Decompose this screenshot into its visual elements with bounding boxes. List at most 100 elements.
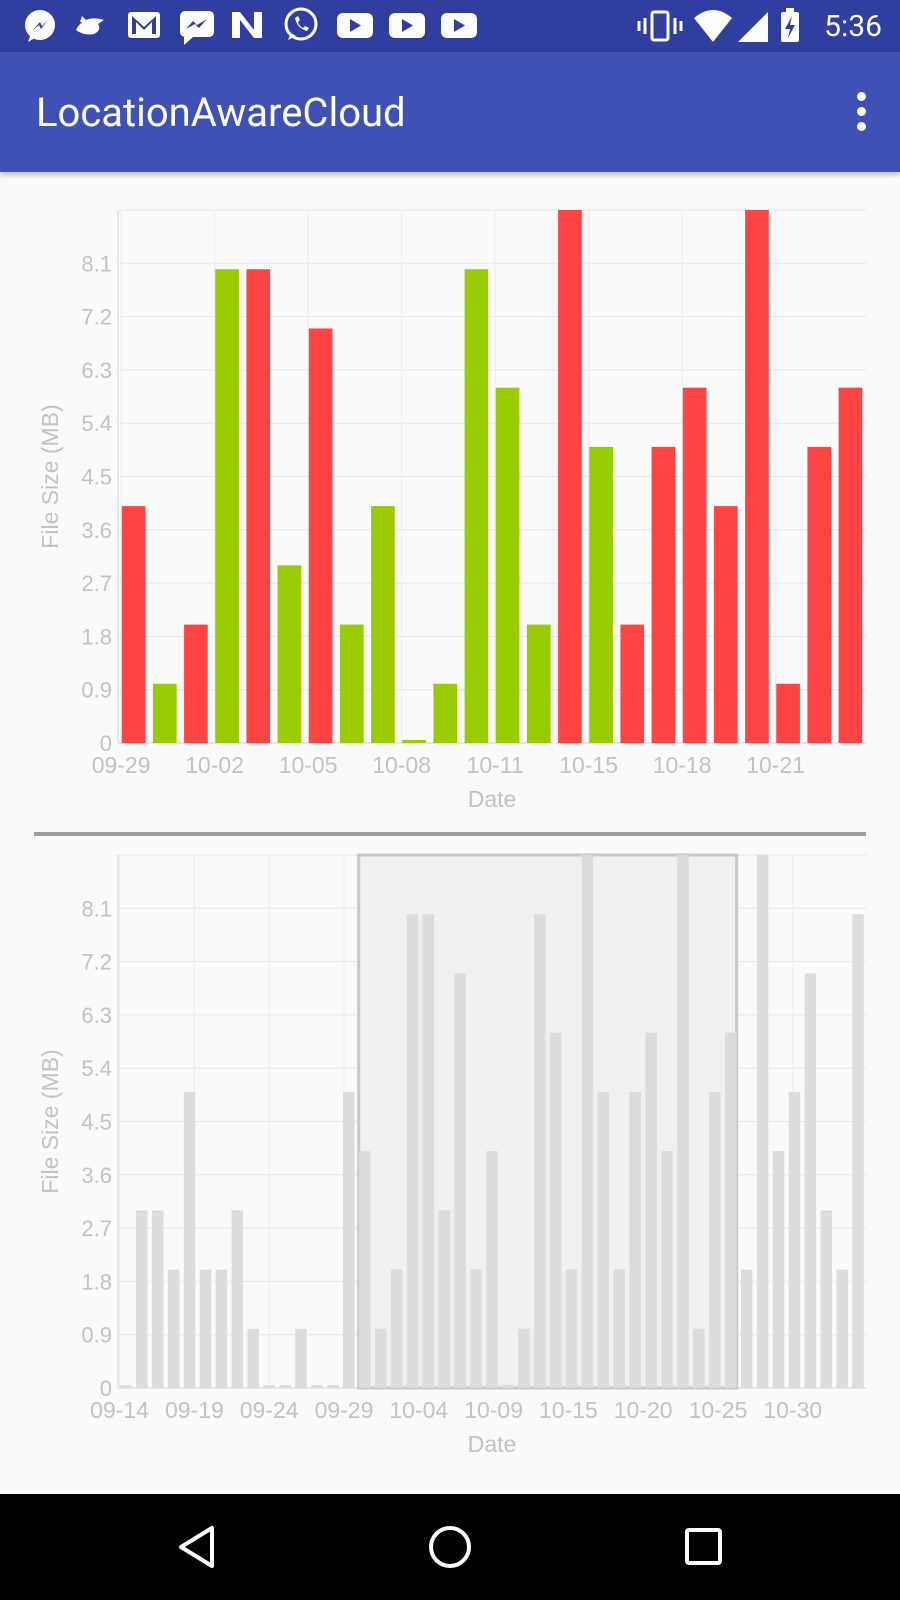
chart-bar [661, 1151, 673, 1388]
bird-icon [76, 16, 104, 35]
x-tick-label: 09-29 [315, 1397, 374, 1423]
x-tick-label: 10-09 [464, 1397, 523, 1423]
y-tick-label: 7.2 [81, 950, 112, 975]
chart-bar [651, 446, 676, 743]
status-time: 5:36 [824, 9, 882, 44]
chart-bar [311, 1385, 323, 1388]
chart-bar [518, 1328, 530, 1388]
y-tick-label: 0.9 [81, 678, 112, 703]
chart-bar [629, 1091, 641, 1388]
chart-bar [422, 914, 435, 1388]
y-tick-label: 2.7 [81, 1216, 112, 1241]
app-bar: LocationAwareCloud [0, 52, 900, 172]
chart-bar [724, 1032, 737, 1388]
chart-bar [308, 328, 333, 743]
chart-bar [745, 210, 769, 743]
y-tick-label: 0.9 [81, 1323, 112, 1348]
n-app-icon [232, 12, 262, 38]
cell-signal-icon [738, 12, 768, 42]
chart-bar [852, 914, 864, 1388]
chart-bar [246, 269, 271, 743]
chart-bar [295, 1328, 307, 1388]
y-tick-label: 3.6 [81, 1163, 112, 1188]
chart-bar [565, 1269, 578, 1388]
chart-bar [215, 269, 239, 743]
youtube-icon [337, 13, 373, 38]
y-tick-label: 5.4 [81, 1056, 112, 1081]
chart-bar [390, 1269, 403, 1388]
chart-bar [371, 506, 395, 743]
chart-bar [167, 1269, 180, 1388]
chart-bar [199, 1269, 212, 1388]
chart-bar [279, 1385, 291, 1388]
messenger-icon [25, 10, 55, 42]
chart-bar [454, 973, 466, 1388]
overflow-menu-icon[interactable] [850, 90, 874, 134]
chart-bar [433, 683, 458, 743]
x-tick-label: 10-25 [689, 1397, 748, 1423]
chart-bar [438, 1210, 450, 1388]
x-tick-label: 10-15 [539, 1397, 598, 1423]
navigation-bar [0, 1494, 900, 1600]
x-tick-label: 10-05 [279, 752, 338, 778]
chart-bar [374, 1328, 387, 1388]
chart-bar [402, 740, 426, 743]
chart-bar [277, 565, 302, 743]
y-tick-label: 8.1 [81, 251, 112, 276]
x-tick-label: 10-04 [389, 1397, 448, 1423]
chart-bar [807, 446, 832, 743]
chart-bar [549, 1032, 562, 1388]
x-tick-label: 10-30 [763, 1397, 822, 1423]
x-tick-label: 09-24 [240, 1397, 299, 1423]
chart-bar [263, 1385, 275, 1388]
x-tick-label: 10-18 [653, 752, 712, 778]
main-bar-chart[interactable]: 0 0.9 1.8 2.7 3.6 4.5 5.4 6.3 7.2 8.1 09-29 10-02 10… [0, 190, 900, 830]
x-tick-label: 09-14 [90, 1397, 149, 1423]
chart-bar [526, 624, 551, 743]
chart-bar [589, 446, 613, 743]
chart-bar [152, 683, 177, 743]
chart-bar [215, 1269, 228, 1388]
chart-bar [534, 914, 546, 1388]
whatsapp-icon [284, 7, 318, 41]
x-axis-title: Date [468, 786, 517, 812]
x-tick-label: 10-21 [746, 752, 805, 778]
youtube-icon [441, 13, 477, 38]
y-axis-title: File Size (MB) [37, 404, 63, 548]
back-button[interactable] [160, 1512, 230, 1582]
chart-bar [327, 1385, 339, 1388]
y-tick-label: 4.5 [81, 465, 112, 490]
y-tick-label: 0 [100, 1376, 112, 1401]
chat-icon [180, 11, 214, 45]
chart-bar [682, 387, 707, 743]
x-axis-title: Date [468, 1431, 517, 1457]
chart-bar [184, 624, 208, 743]
app-title: LocationAwareCloud [36, 89, 406, 136]
overview-bar-chart[interactable]: 0 0.9 1.8 2.7 3.6 4.5 5.4 6.3 7.2 8.1 09-14 09-19 09… [0, 842, 900, 1482]
y-tick-label: 4.5 [81, 1110, 112, 1135]
chart-bar [183, 1091, 196, 1388]
chart-bar [740, 1269, 753, 1388]
home-button[interactable] [429, 1526, 471, 1568]
chart-bar [136, 1210, 148, 1388]
chart-bar [464, 269, 489, 743]
chart-bar [339, 624, 364, 743]
chart-bar [776, 683, 800, 743]
recents-button[interactable] [685, 1528, 722, 1565]
chart-bar [820, 1210, 832, 1388]
y-tick-label: 1.8 [81, 1269, 112, 1294]
y-tick-label: 2.7 [81, 571, 112, 596]
status-bar: 5:36 [0, 0, 900, 52]
chart-bar [597, 1091, 610, 1388]
chart-bar [502, 1385, 514, 1388]
chart-bar [836, 1269, 848, 1388]
x-tick-label: 09-29 [92, 752, 151, 778]
youtube-icon [389, 13, 425, 38]
x-tick-label: 10-11 [467, 752, 524, 778]
chart-bar [120, 1385, 132, 1388]
chart-bar [756, 855, 769, 1388]
x-tick-label: 10-02 [185, 752, 244, 778]
y-axis-title: File Size (MB) [37, 1049, 63, 1193]
chart-bar [838, 387, 863, 743]
y-tick-label: 3.6 [81, 518, 112, 543]
